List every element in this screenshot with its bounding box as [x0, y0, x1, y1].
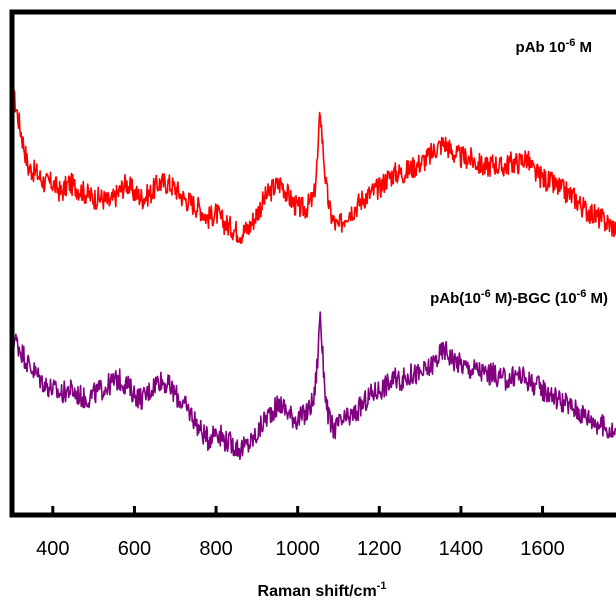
x-axis-title-superscript: -1 — [377, 580, 387, 592]
series-label-pab-bgc: pAb(10-6 M)-BGC (10-6 M) — [430, 288, 608, 307]
x-axis-title: Raman shift/cm-1 — [258, 580, 387, 600]
annotation-1-part-3: -6 — [577, 288, 587, 300]
x-axis-title-text: Raman shift/cm — [258, 583, 377, 600]
x-axis-tick-labels: 400 600 800 1000 1200 1400 1600 — [36, 538, 565, 560]
x-tick-label-600: 600 — [118, 538, 151, 560]
annotation-1-part-0: pAb(10 — [430, 290, 481, 307]
x-tick-label-800: 800 — [199, 538, 232, 560]
annotation-0-part-1: -6 — [566, 37, 576, 49]
plot-frame — [9, 9, 616, 518]
x-tick-label-1400: 1400 — [439, 538, 484, 560]
annotation-0-part-0: pAb 10 — [516, 39, 566, 56]
series-layer — [12, 78, 616, 461]
series-label-pab: pAb 10-6 M — [516, 37, 592, 56]
x-tick-label-400: 400 — [36, 538, 69, 560]
x-axis-ticks — [51, 506, 545, 515]
x-tick-label-1600: 1600 — [520, 538, 565, 560]
x-tick-label-1200: 1200 — [357, 538, 402, 560]
annotation-1-part-2: M)-BGC (10 — [491, 290, 577, 307]
spectrum-line-1 — [12, 78, 616, 244]
annotation-1-part-4: M) — [586, 290, 608, 307]
annotation-1-part-1: -6 — [481, 288, 491, 300]
annotation-0-part-2: M — [575, 39, 592, 56]
x-tick-label-1000: 1000 — [275, 538, 320, 560]
spectrum-line-2 — [12, 311, 616, 461]
